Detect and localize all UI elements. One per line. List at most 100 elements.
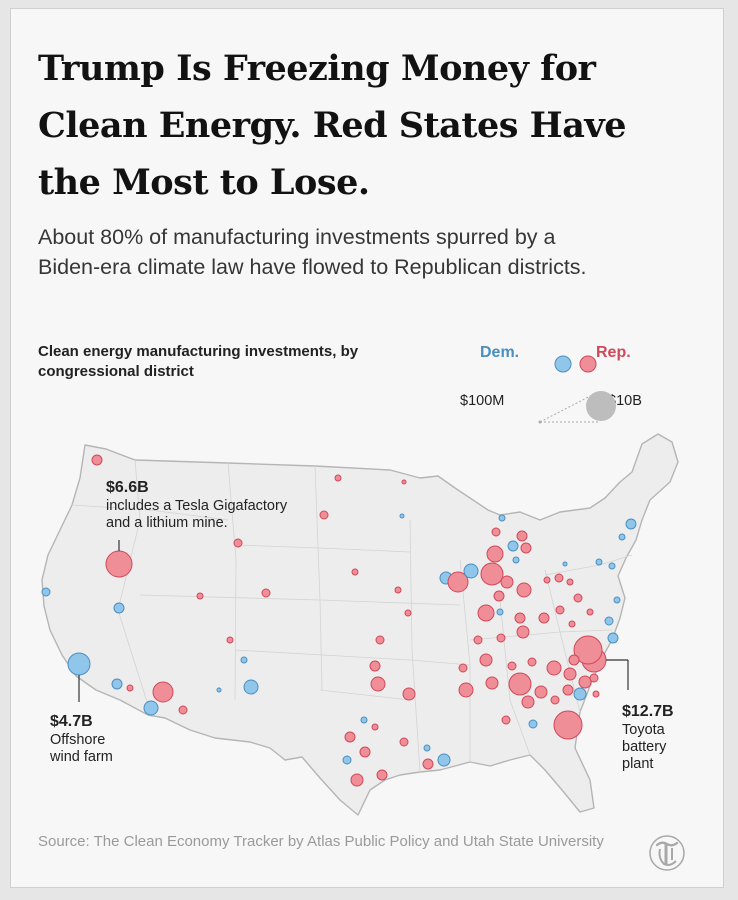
bubble-rep: [394, 586, 402, 594]
bubble-dem: [618, 533, 626, 541]
legend-rep-dot: [579, 355, 597, 373]
bubble-rep: [375, 635, 385, 645]
bubble-dem: [573, 687, 587, 701]
bubble-rep: [376, 769, 388, 781]
legend-rep-label: Rep.: [596, 344, 631, 361]
callout-wind-value: $4.7B: [50, 713, 93, 730]
callout-toyota-desc: Toyota battery plant: [622, 722, 667, 772]
bubble-dem: [507, 540, 519, 552]
state-border: [235, 544, 411, 553]
state-border: [314, 465, 323, 691]
us-outline: [41, 433, 679, 816]
bubble-rep: [568, 620, 576, 628]
callout-toyota-value: $12.7B: [622, 703, 674, 720]
bubble-dem: [512, 556, 520, 564]
bubble-rep: [319, 510, 329, 520]
bubble-rep: [578, 675, 592, 689]
bubble-rep: [422, 758, 434, 770]
bubble-rep: [485, 676, 499, 690]
bubble-rep: [350, 773, 364, 787]
bubble-rep: [344, 731, 356, 743]
bubble-rep: [516, 625, 530, 639]
bubble-dem: [608, 562, 616, 570]
bubble-rep: [568, 654, 580, 666]
callout-wind: $4.7B Offshore wind farm: [50, 712, 113, 766]
bubble-rep: [479, 653, 493, 667]
bubble-dem: [399, 513, 405, 519]
legend-size-max-label: $10B: [608, 393, 642, 409]
bubble-rep: [359, 746, 371, 758]
bubble-rep: [447, 571, 469, 593]
legend-dem-label: Dem.: [480, 344, 520, 361]
bubble-rep: [369, 660, 381, 672]
state-border: [227, 462, 237, 701]
state-border: [459, 559, 471, 762]
bubble-rep: [562, 684, 574, 696]
bubble-rep: [550, 695, 560, 705]
bubble-rep: [527, 657, 537, 667]
bubble-rep: [546, 660, 562, 676]
bubble-dem: [243, 679, 259, 695]
bubble-dem: [625, 518, 637, 530]
bubble-rep: [261, 588, 271, 598]
bubble-rep: [105, 550, 133, 578]
bubble-rep: [500, 575, 514, 589]
bubble-dem: [437, 753, 451, 767]
bubble-dem: [41, 587, 51, 597]
bubble-rep: [152, 681, 174, 703]
headline: Trump Is Freezing Money for Clean Energy…: [38, 48, 627, 203]
bubble-rep: [126, 684, 134, 692]
bubble-rep: [566, 578, 574, 586]
nyt-t-logo-icon: [649, 835, 685, 871]
bubble-rep: [351, 568, 359, 576]
bubble-rep: [496, 633, 506, 643]
state-border: [234, 649, 471, 666]
bubble-rep: [480, 562, 504, 586]
state-border: [544, 569, 581, 713]
callout-tesla-value: $6.6B: [106, 479, 149, 496]
bubble-rep: [563, 667, 577, 681]
bubble-rep: [399, 737, 409, 747]
bubble-dem: [562, 561, 568, 567]
legend-size-min-label: $100M: [460, 393, 505, 409]
bubble-rep: [370, 676, 386, 692]
callout-tesla: $6.6B includes a Tesla Gigafactory and a…: [106, 478, 287, 532]
bubble-rep: [534, 685, 548, 699]
bubble-rep: [477, 604, 495, 622]
bubble-rep: [516, 582, 532, 598]
bubble-dem: [496, 608, 504, 616]
map-title: Clean energy manufacturing investments, …: [38, 343, 359, 380]
legend-size-large-dot: [586, 391, 616, 421]
bubble-rep: [486, 545, 504, 563]
legend-size-connector: [539, 391, 599, 423]
source-note: Source: The Clean Economy Tracker by Atl…: [38, 833, 604, 850]
bubble-dem: [595, 558, 603, 566]
bubble-rep: [493, 590, 505, 602]
bubble-dem: [67, 652, 91, 676]
callout-toyota: $12.7B Toyota battery plant: [622, 702, 674, 773]
dek: About 80% of manufacturing investments s…: [38, 225, 587, 279]
bubble-dem: [143, 700, 159, 716]
bubble-dem: [498, 514, 506, 522]
bubble-rep: [473, 635, 483, 645]
bubble-rep: [401, 479, 407, 485]
bubble-rep: [402, 687, 416, 701]
bubble-rep: [573, 635, 603, 665]
state-border: [409, 519, 421, 773]
bubble-rep: [371, 723, 379, 731]
bubble-rep: [586, 608, 594, 616]
bubble-rep: [592, 690, 600, 698]
bubble-rep: [521, 695, 535, 709]
bubble-rep: [589, 673, 599, 683]
bubble-rep: [553, 710, 583, 740]
bubble-rep: [334, 474, 342, 482]
bubble-dem: [360, 716, 368, 724]
bubble-dem: [607, 632, 619, 644]
bubble-rep: [458, 663, 468, 673]
bubble-dem: [240, 656, 248, 664]
bubble-rep: [520, 542, 532, 554]
bubble-dem: [604, 616, 614, 626]
bubble-rep: [404, 609, 412, 617]
bubble-dem: [216, 687, 222, 693]
